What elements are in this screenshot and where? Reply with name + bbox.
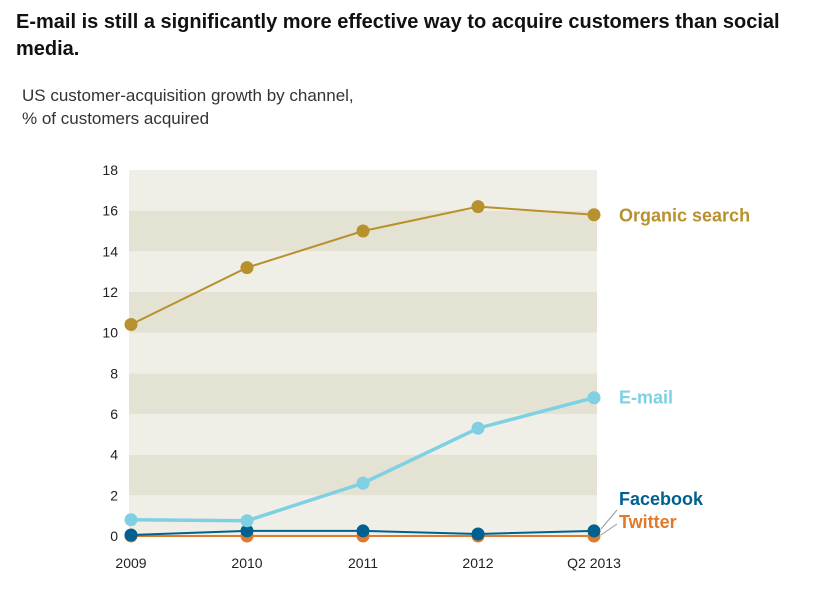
- y-tick-label: 10: [102, 325, 118, 341]
- data-point: [356, 224, 370, 238]
- data-point: [240, 524, 254, 538]
- grid-band: [129, 414, 597, 455]
- grid-band: [129, 292, 597, 333]
- chart-title: E-mail is still a significantly more eff…: [16, 11, 780, 60]
- x-tick-label: 2012: [462, 555, 493, 571]
- data-point: [471, 421, 485, 435]
- series-label: Twitter: [619, 512, 677, 532]
- data-point: [124, 513, 138, 527]
- leader-line: [600, 509, 618, 530]
- data-point: [587, 391, 601, 405]
- grid-band: [129, 251, 597, 292]
- y-tick-label: 12: [102, 284, 118, 300]
- x-tick-label: 2011: [348, 555, 378, 571]
- data-point: [124, 318, 138, 332]
- grid-band: [129, 170, 597, 211]
- y-tick-label: 2: [110, 487, 118, 503]
- chart-subtitle: US customer-acquisition growth by channe…: [22, 84, 354, 130]
- series-label: Facebook: [619, 489, 704, 509]
- y-tick-label: 6: [110, 406, 118, 422]
- leader-line: [600, 523, 618, 536]
- grid-band: [129, 373, 597, 414]
- data-point: [587, 208, 601, 222]
- data-point: [240, 514, 254, 528]
- data-point: [587, 524, 601, 538]
- data-point: [356, 476, 370, 490]
- y-tick-label: 4: [110, 447, 118, 463]
- data-point: [471, 527, 485, 541]
- series-label: E-mail: [619, 388, 673, 408]
- y-tick-label: 18: [102, 162, 118, 178]
- x-tick-label: 2010: [231, 555, 262, 571]
- x-tick-label: Q2 2013: [567, 555, 621, 571]
- grid-band: [129, 332, 597, 374]
- data-point: [124, 528, 138, 542]
- y-tick-label: 0: [110, 528, 118, 544]
- y-tick-label: 8: [110, 365, 118, 381]
- y-tick-label: 14: [102, 243, 118, 259]
- data-point: [356, 524, 370, 538]
- series-label: Organic search: [619, 206, 750, 226]
- data-point: [471, 200, 485, 214]
- subtitle-line-2: % of customers acquired: [22, 109, 210, 128]
- x-tick-label: 2009: [115, 555, 146, 571]
- data-point: [240, 261, 254, 275]
- subtitle-line-1: US customer-acquisition growth by channe…: [22, 86, 354, 105]
- y-tick-label: 16: [102, 203, 118, 219]
